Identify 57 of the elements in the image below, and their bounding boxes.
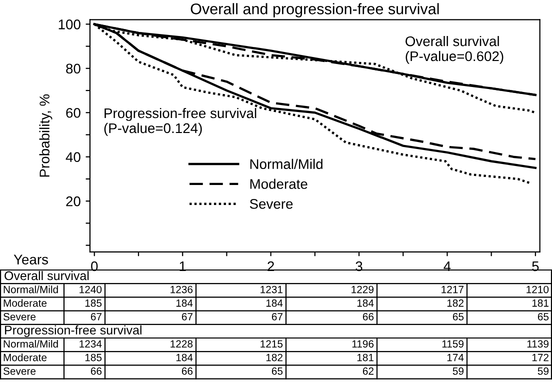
text: 1236 xyxy=(170,286,193,294)
legend-label: Severe xyxy=(250,198,293,209)
text: 184 xyxy=(357,299,374,307)
text: 1228 xyxy=(170,340,193,348)
y-tick-label: 60 xyxy=(66,108,80,118)
text: 65 xyxy=(272,367,283,375)
legend-label: Normal/Mild xyxy=(250,158,322,170)
text: Progression-free survival xyxy=(5,325,142,338)
text: 181 xyxy=(357,354,374,362)
text: 1234 xyxy=(80,340,102,348)
text: 67 xyxy=(90,313,102,320)
text: 66 xyxy=(182,367,193,375)
text: 1196 xyxy=(352,340,374,348)
text: 174 xyxy=(447,354,464,362)
text: Moderate xyxy=(4,299,47,307)
text: 1229 xyxy=(352,286,374,294)
text: 59 xyxy=(538,367,549,375)
y-axis-title: Probability, % xyxy=(39,94,52,177)
text: 1240 xyxy=(80,286,102,294)
text: 182 xyxy=(266,354,282,362)
chart-title: Overall and progression-free survival xyxy=(190,3,439,18)
text: Normal/Mild xyxy=(4,340,58,348)
text: 1139 xyxy=(527,340,549,348)
text: 1217 xyxy=(442,286,464,294)
x-axis-title: Years xyxy=(14,254,48,264)
text: 1215 xyxy=(260,340,283,348)
text: Severe xyxy=(3,367,36,375)
text: 185 xyxy=(85,354,102,362)
text: Overall survival xyxy=(4,270,89,280)
legend-label: Moderate xyxy=(250,178,308,189)
text: 1231 xyxy=(260,286,282,294)
text: 66 xyxy=(90,367,102,375)
text: 62 xyxy=(362,367,374,375)
text: Moderate xyxy=(4,354,47,362)
text: Severe xyxy=(3,313,36,320)
text: 181 xyxy=(532,299,548,307)
text: 1210 xyxy=(526,286,549,294)
text: 67 xyxy=(182,313,192,320)
text: 184 xyxy=(266,299,283,307)
text: Normal/Mild xyxy=(4,286,58,294)
text: 184 xyxy=(176,354,193,362)
text: 66 xyxy=(362,313,374,320)
text: 1159 xyxy=(442,340,464,348)
y-tick-label: 100 xyxy=(58,19,80,30)
text: 172 xyxy=(532,354,548,362)
y-tick-label: 20 xyxy=(66,196,80,206)
y-tick-label: 80 xyxy=(66,64,80,74)
annotation: Overall survival (P-value=0.602) xyxy=(406,36,504,64)
text: 185 xyxy=(85,299,102,307)
text: 67 xyxy=(272,313,282,320)
text: 65 xyxy=(452,313,464,320)
annotation: Progression-free survival (P-value=0.124) xyxy=(104,108,256,136)
text: 182 xyxy=(447,299,464,307)
text: 184 xyxy=(176,299,193,307)
text: 65 xyxy=(538,313,549,320)
y-tick-label: 40 xyxy=(66,152,80,162)
text: 59 xyxy=(452,367,464,375)
